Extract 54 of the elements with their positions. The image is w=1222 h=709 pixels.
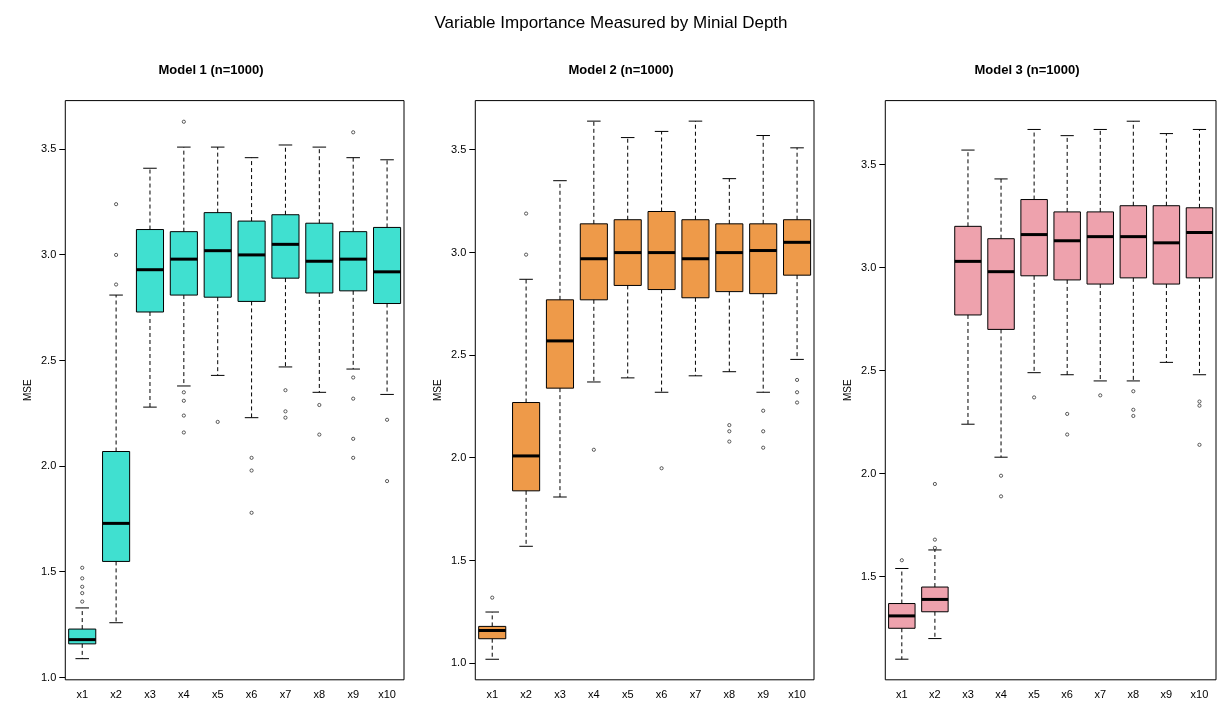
x-tick-label: x7 — [1094, 688, 1107, 701]
x-tick-label: x1 — [76, 688, 89, 701]
y-tick-label: 1.0 — [450, 656, 467, 669]
x-tick-label: x10 — [788, 688, 806, 701]
y-tick-label: 2.5 — [860, 363, 877, 376]
x-tick-label: x7 — [279, 688, 292, 701]
x-tick-label: x9 — [757, 688, 770, 701]
chart-title: Model 1 (n=1000) — [158, 62, 264, 78]
x-tick-label: x1 — [896, 688, 908, 701]
x-tick-label: x9 — [1160, 688, 1173, 701]
y-tick-label: 3.0 — [860, 260, 877, 273]
x-tick-label: x3 — [144, 688, 156, 701]
x-tick-label: x8 — [1127, 688, 1140, 701]
y-tick-label: 2.5 — [450, 348, 467, 361]
chart-title: Model 3 (n=1000) — [974, 62, 1080, 78]
y-tick-label: 3.5 — [40, 142, 57, 155]
y-axis-title: MSE — [431, 379, 443, 402]
x-tick-label: x2 — [929, 688, 941, 701]
x-tick-label: x7 — [689, 688, 702, 701]
x-tick-label: x6 — [655, 688, 668, 701]
x-tick-label: x4 — [178, 688, 190, 701]
y-axis-title: MSE — [841, 379, 853, 402]
x-tick-label: x10 — [1190, 688, 1209, 701]
y-tick-label: 2.5 — [40, 353, 57, 366]
x-tick-label: x8 — [723, 688, 736, 701]
y-tick-label: 2.0 — [40, 459, 57, 472]
y-tick-label: 3.0 — [40, 247, 57, 260]
y-tick-label: 2.0 — [450, 451, 467, 464]
text: Variable Importance Measured by Minial Depth — [433, 13, 789, 33]
y-axis-title: MSE — [21, 379, 33, 402]
y-tick-label: 1.5 — [860, 569, 877, 582]
x-tick-label: x3 — [962, 688, 974, 701]
x-tick-label: x6 — [1061, 688, 1073, 701]
x-tick-label: x2 — [520, 688, 532, 701]
y-tick-label: 3.5 — [450, 142, 467, 155]
x-tick-label: x5 — [211, 688, 224, 701]
x-tick-label: x10 — [378, 688, 396, 701]
y-tick-label: 3.5 — [860, 157, 877, 170]
x-tick-label: x5 — [621, 688, 634, 701]
x-tick-label: x5 — [1028, 688, 1040, 701]
y-tick-label: 1.5 — [450, 553, 467, 566]
x-tick-label: x1 — [486, 688, 499, 701]
x-tick-label: x9 — [347, 688, 360, 701]
x-tick-label: x4 — [995, 688, 1007, 701]
x-tick-label: x8 — [313, 688, 326, 701]
chart-title: Model 2 (n=1000) — [568, 62, 674, 78]
x-tick-label: x6 — [245, 688, 258, 701]
y-tick-label: 1.5 — [40, 565, 57, 578]
y-tick-label: 1.0 — [40, 670, 57, 683]
x-tick-label: x3 — [554, 688, 566, 701]
y-tick-label: 2.0 — [860, 466, 877, 479]
y-tick-label: 3.0 — [450, 245, 467, 258]
x-tick-label: x4 — [588, 688, 600, 701]
x-tick-label: x2 — [110, 688, 122, 701]
